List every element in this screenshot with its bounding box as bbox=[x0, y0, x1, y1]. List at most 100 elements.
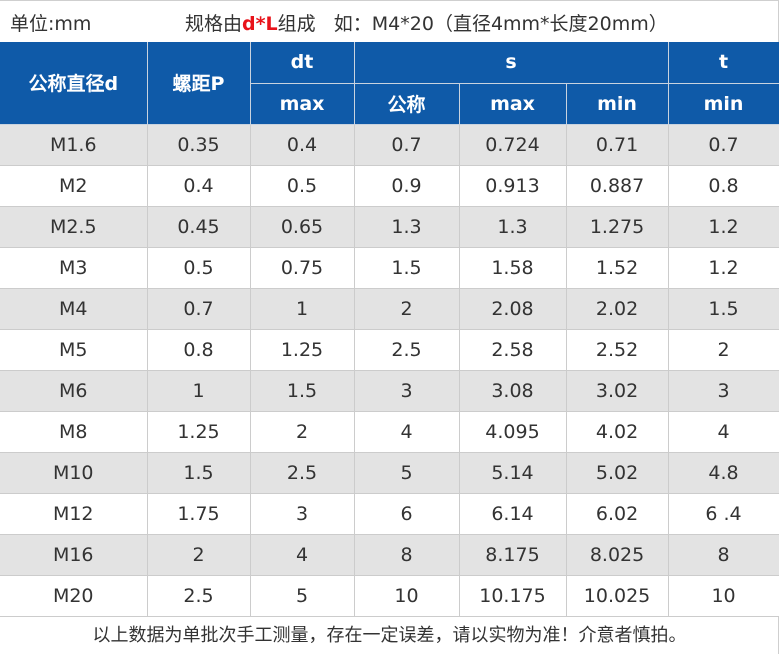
cell-s-min: 4.02 bbox=[565, 410, 669, 453]
table-row: M3 0.5 0.75 1.5 1.58 1.52 1.2 bbox=[0, 246, 779, 289]
cell-t-min: 0.7 bbox=[667, 123, 779, 166]
cell-nominal-diameter: M12 bbox=[0, 492, 148, 535]
cell-t-min: 0.8 bbox=[667, 164, 779, 207]
table-row: M2.5 0.45 0.65 1.3 1.3 1.275 1.2 bbox=[0, 205, 779, 248]
spec-highlight: d*L bbox=[242, 13, 278, 35]
cell-s-max: 6.14 bbox=[458, 492, 567, 535]
cell-dt-max: 2 bbox=[249, 410, 355, 453]
cell-t-min: 1.2 bbox=[667, 246, 779, 289]
cell-s-min: 0.71 bbox=[565, 123, 669, 166]
cell-pitch: 0.8 bbox=[146, 328, 251, 371]
cell-s-nominal: 8 bbox=[353, 533, 460, 576]
cell-pitch: 1.75 bbox=[146, 492, 251, 535]
header-nominal-diameter: 公称直径d bbox=[0, 42, 148, 125]
cell-s-max: 10.175 bbox=[458, 574, 567, 617]
cell-t-min: 1.2 bbox=[667, 205, 779, 248]
cell-dt-max: 5 bbox=[249, 574, 355, 617]
cell-t-min: 10 bbox=[667, 574, 779, 617]
cell-nominal-diameter: M1.6 bbox=[0, 123, 148, 166]
cell-s-min: 6.02 bbox=[565, 492, 669, 535]
cell-nominal-diameter: M16 bbox=[0, 533, 148, 576]
cell-t-min: 1.5 bbox=[667, 287, 779, 330]
header-row-groups: 公称直径d 螺距P dt s t bbox=[0, 42, 779, 125]
table-row: M6 1 1.5 3 3.08 3.02 3 bbox=[0, 369, 779, 412]
table-row: M4 0.7 1 2 2.08 2.02 1.5 bbox=[0, 287, 779, 330]
cell-t-min: 4.8 bbox=[667, 451, 779, 494]
cell-dt-max: 0.65 bbox=[249, 205, 355, 248]
cell-s-max: 5.14 bbox=[458, 451, 567, 494]
cell-s-min: 2.52 bbox=[565, 328, 669, 371]
cell-nominal-diameter: M3 bbox=[0, 246, 148, 289]
table-row: M5 0.8 1.25 2.5 2.58 2.52 2 bbox=[0, 328, 779, 371]
cell-s-nominal: 2 bbox=[353, 287, 460, 330]
cell-s-nominal: 2.5 bbox=[353, 328, 460, 371]
cell-dt-max: 1 bbox=[249, 287, 355, 330]
cell-nominal-diameter: M10 bbox=[0, 451, 148, 494]
table-body: M1.6 0.35 0.4 0.7 0.724 0.71 0.7 M2 0.4 0.5 0.9 0.9… bbox=[0, 123, 779, 617]
cell-dt-max: 0.4 bbox=[249, 123, 355, 166]
cell-pitch: 0.35 bbox=[146, 123, 251, 166]
unit-label: 单位:mm bbox=[10, 13, 92, 35]
cell-s-min: 2.02 bbox=[565, 287, 669, 330]
cell-nominal-diameter: M2 bbox=[0, 164, 148, 207]
table-row: M2 0.4 0.5 0.9 0.913 0.887 0.8 bbox=[0, 164, 779, 207]
cell-nominal-diameter: M4 bbox=[0, 287, 148, 330]
cell-t-min: 6 .4 bbox=[667, 492, 779, 535]
cell-pitch: 0.4 bbox=[146, 164, 251, 207]
cell-s-nominal: 1.5 bbox=[353, 246, 460, 289]
cell-pitch: 0.5 bbox=[146, 246, 251, 289]
table-row: M16 2 4 8 8.175 8.025 8 bbox=[0, 533, 779, 576]
header-s-nominal: 公称 bbox=[353, 82, 460, 125]
table-row: M1.6 0.35 0.4 0.7 0.724 0.71 0.7 bbox=[0, 123, 779, 166]
header-t: t bbox=[667, 42, 779, 84]
cell-nominal-diameter: M5 bbox=[0, 328, 148, 371]
table-row: M12 1.75 3 6 6.14 6.02 6 .4 bbox=[0, 492, 779, 535]
cell-s-min: 1.52 bbox=[565, 246, 669, 289]
spec-header-line: 单位:mm 规格由d*L组成 如：M4*20（直径4mm*长度20mm） bbox=[0, 1, 779, 41]
header-s-min: min bbox=[565, 82, 669, 125]
cell-s-max: 0.724 bbox=[458, 123, 567, 166]
cell-s-nominal: 4 bbox=[353, 410, 460, 453]
spec-description: 规格由d*L组成 如：M4*20（直径4mm*长度20mm） bbox=[185, 9, 668, 36]
cell-s-max: 1.3 bbox=[458, 205, 567, 248]
table-row: M20 2.5 5 10 10.175 10.025 10 bbox=[0, 574, 779, 617]
header-s-max: max bbox=[458, 82, 567, 125]
cell-s-min: 3.02 bbox=[565, 369, 669, 412]
dimension-table: 公称直径d 螺距P dt s t max 公称 max min min M1.6… bbox=[0, 42, 779, 617]
cell-dt-max: 0.75 bbox=[249, 246, 355, 289]
cell-nominal-diameter: M20 bbox=[0, 574, 148, 617]
cell-dt-max: 3 bbox=[249, 492, 355, 535]
cell-pitch: 2 bbox=[146, 533, 251, 576]
header-row-sub: max 公称 max min min bbox=[0, 82, 779, 125]
table-row: M10 1.5 2.5 5 5.14 5.02 4.8 bbox=[0, 451, 779, 494]
cell-s-nominal: 6 bbox=[353, 492, 460, 535]
cell-pitch: 0.7 bbox=[146, 287, 251, 330]
cell-t-min: 8 bbox=[667, 533, 779, 576]
cell-s-max: 2.58 bbox=[458, 328, 567, 371]
cell-s-min: 5.02 bbox=[565, 451, 669, 494]
spec-prefix: 规格由 bbox=[185, 13, 243, 35]
cell-s-max: 2.08 bbox=[458, 287, 567, 330]
header-dt-max: max bbox=[249, 82, 355, 125]
cell-s-nominal: 0.9 bbox=[353, 164, 460, 207]
disclaimer-note: 以上数据为单批次手工测量，存在一定误差，请以实物为准！介意者慎拍。 bbox=[92, 625, 687, 646]
cell-nominal-diameter: M2.5 bbox=[0, 205, 148, 248]
cell-t-min: 2 bbox=[667, 328, 779, 371]
cell-dt-max: 1.5 bbox=[249, 369, 355, 412]
cell-s-max: 4.095 bbox=[458, 410, 567, 453]
cell-s-nominal: 3 bbox=[353, 369, 460, 412]
cell-pitch: 1.5 bbox=[146, 451, 251, 494]
cell-pitch: 0.45 bbox=[146, 205, 251, 248]
cell-s-min: 8.025 bbox=[565, 533, 669, 576]
header-pitch: 螺距P bbox=[146, 42, 251, 125]
spec-suffix: 组成 如：M4*20（直径4mm*长度20mm） bbox=[277, 13, 668, 35]
cell-dt-max: 1.25 bbox=[249, 328, 355, 371]
cell-nominal-diameter: M8 bbox=[0, 410, 148, 453]
cell-s-max: 0.913 bbox=[458, 164, 567, 207]
header-dt: dt bbox=[249, 42, 355, 84]
cell-pitch: 2.5 bbox=[146, 574, 251, 617]
table-row: M8 1.25 2 4 4.095 4.02 4 bbox=[0, 410, 779, 453]
cell-s-min: 0.887 bbox=[565, 164, 669, 207]
cell-dt-max: 2.5 bbox=[249, 451, 355, 494]
